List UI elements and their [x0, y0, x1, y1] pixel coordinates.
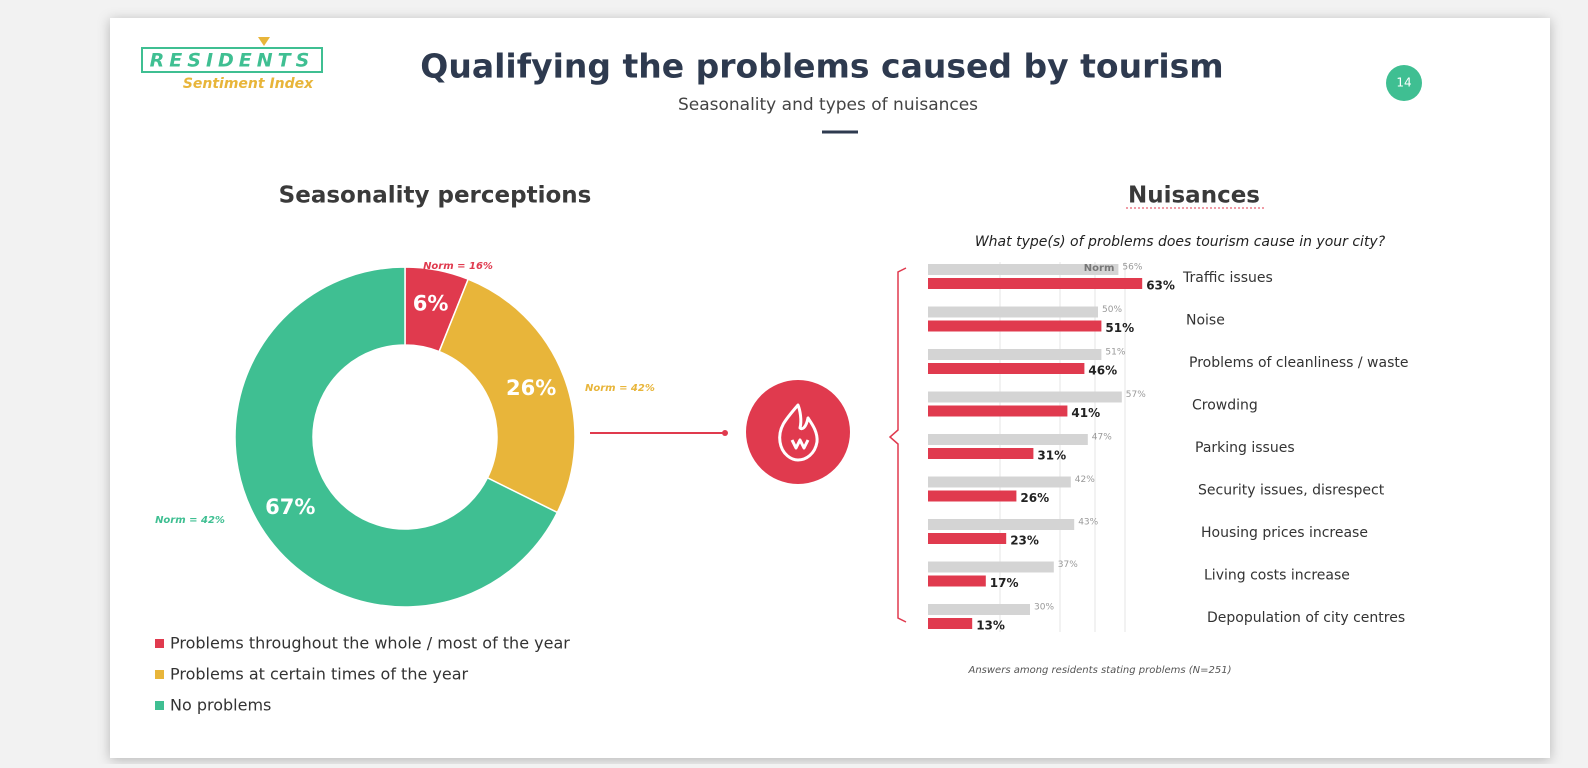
bar-subtitle: What type(s) of problems does tourism ca…: [975, 234, 1386, 250]
slide-title: Qualifying the problems caused by touris…: [420, 47, 1223, 86]
bar: [928, 575, 986, 587]
bar: [928, 519, 1075, 530]
category-label: Noise: [1186, 313, 1225, 329]
bar-value-label: 57%: [1126, 390, 1146, 400]
category-label: Security issues, disrespect: [1198, 483, 1385, 499]
connector-dot: [722, 430, 728, 436]
bar: [928, 405, 1068, 417]
legend-swatch: [155, 639, 164, 648]
bar: [928, 476, 1071, 488]
legend-swatch: [155, 670, 164, 679]
bar-value-label: 31%: [1037, 449, 1066, 463]
bar: [928, 434, 1088, 445]
bar-value-label: 50%: [1102, 305, 1122, 315]
category-label: Living costs increase: [1204, 568, 1350, 584]
norm-annotation: Norm = 42%: [585, 383, 655, 394]
bar-note: Answers among residents stating problems…: [967, 665, 1231, 676]
bar-value-label: 51%: [1105, 321, 1134, 335]
bar: [928, 391, 1122, 403]
bar: [928, 618, 973, 629]
bar: [928, 264, 1119, 275]
bar: [928, 320, 1102, 332]
bar-value-label: 56%: [1122, 263, 1142, 273]
bracket: [888, 267, 907, 623]
legend-label: No problems: [170, 696, 271, 715]
bar-title: Nuisances: [1128, 183, 1260, 209]
slice-label: 67%: [265, 495, 315, 519]
norm-annotation: Norm = 16%: [423, 261, 493, 272]
bar: [928, 278, 1143, 289]
logo-frame: [141, 47, 323, 73]
bar: [928, 349, 1102, 360]
bar-value-label: 47%: [1092, 433, 1112, 443]
slide-background: [110, 18, 1550, 758]
donut-slice: [438, 278, 576, 514]
bar-value-label: 26%: [1020, 491, 1049, 505]
logo-marker: [258, 37, 270, 46]
bar: [928, 490, 1017, 502]
norm-annotation: Norm = 42%: [155, 515, 225, 526]
logo-subtitle: Sentiment Index: [183, 76, 314, 92]
fire-icon-circle: [746, 380, 850, 484]
category-label: Depopulation of city centres: [1207, 610, 1405, 626]
bar-value-label: 41%: [1071, 406, 1100, 420]
category-label: Crowding: [1192, 398, 1258, 414]
bar-value-label: 51%: [1105, 348, 1125, 358]
pie-title: Seasonality perceptions: [279, 183, 592, 209]
bar: [928, 306, 1098, 318]
legend-swatch: [155, 701, 164, 710]
category-label: Problems of cleanliness / waste: [1189, 355, 1408, 371]
bar-value-label: 42%: [1075, 475, 1095, 485]
category-label: Housing prices increase: [1201, 525, 1368, 541]
bar-value-label: 37%: [1058, 560, 1078, 570]
bar-value-label: 17%: [990, 576, 1019, 590]
bar-value-label: 43%: [1078, 518, 1098, 528]
donut-slice: [234, 266, 559, 608]
category-label: Traffic issues: [1182, 270, 1273, 286]
page-number: 14: [1396, 76, 1411, 90]
slice-label: 26%: [506, 376, 556, 400]
bar-value-label: 63%: [1146, 279, 1175, 293]
slice-label: 6%: [413, 291, 449, 315]
legend-label: Problems throughout the whole / most of …: [170, 634, 570, 653]
logo: RESIDENTS: [150, 50, 315, 72]
bar-value-label: 46%: [1088, 364, 1117, 378]
bar: [928, 448, 1034, 459]
slide-subtitle: Seasonality and types of nuisances: [678, 95, 978, 115]
fire-icon: [778, 403, 819, 462]
legend-label: Problems at certain times of the year: [170, 665, 469, 684]
bar-value-label: 23%: [1010, 534, 1039, 548]
bar-value-label: 13%: [976, 619, 1005, 633]
bar: [928, 604, 1030, 615]
bar: [928, 363, 1085, 374]
page-badge: [1386, 65, 1422, 101]
category-label: Parking issues: [1195, 440, 1295, 456]
bar: [928, 533, 1007, 544]
bar: [928, 561, 1054, 573]
bar-value-label: 30%: [1034, 603, 1054, 613]
legend-label: Norm: [1084, 263, 1115, 274]
